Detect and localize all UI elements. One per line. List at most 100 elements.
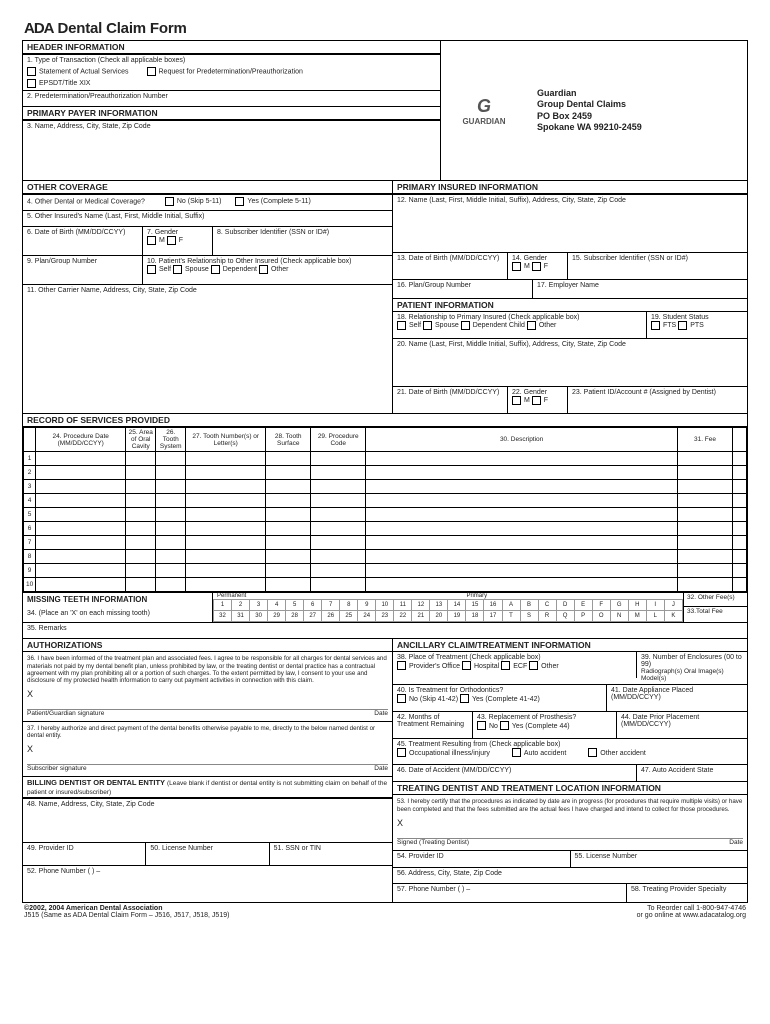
table-row[interactable]: 1 bbox=[24, 452, 747, 466]
cb-f19a[interactable]: FTS bbox=[651, 322, 676, 329]
cb-f45a[interactable]: Occupational illness/injury bbox=[397, 750, 490, 757]
table-row[interactable]: 4 bbox=[24, 494, 747, 508]
cb-f38d[interactable]: Other bbox=[529, 663, 559, 670]
sig-dentist[interactable]: X Signed (Treating Dentist)Date bbox=[393, 816, 747, 850]
cb-f40no[interactable]: No (Skip 41-42) bbox=[397, 696, 458, 703]
f4yes-label: Yes (Complete 5-11) bbox=[247, 198, 310, 205]
cb-f18d[interactable]: Other bbox=[527, 322, 557, 329]
table-row[interactable]: 5 bbox=[24, 508, 747, 522]
field-50[interactable]: 50. License Number bbox=[146, 843, 269, 865]
field-39[interactable]: 39. Number of Enclosures (00 to 99) Radi… bbox=[637, 652, 747, 684]
field-58[interactable]: 58. Treating Provider Specialty bbox=[627, 884, 747, 902]
cb-f10a[interactable]: Self bbox=[147, 266, 171, 273]
cb-f45c[interactable]: Other accident bbox=[588, 750, 646, 757]
field-33[interactable]: 33.Total Fee bbox=[684, 607, 747, 621]
field-37: 37. I hereby authorize and direct paymen… bbox=[23, 721, 392, 742]
cb-f22-m[interactable]: M bbox=[512, 397, 530, 404]
cb-f38a[interactable]: Provider's Office bbox=[397, 663, 460, 670]
cb-f14-f[interactable]: F bbox=[532, 263, 548, 270]
cb-f10c[interactable]: Dependent bbox=[211, 266, 257, 273]
cb-f43yes[interactable]: Yes (Complete 44) bbox=[500, 723, 570, 730]
field-42[interactable]: 42. Months of Treatment Remaining bbox=[393, 712, 473, 738]
field-20[interactable]: 20. Name (Last, First, Middle Initial, S… bbox=[393, 338, 747, 386]
cb-f10d[interactable]: Other bbox=[259, 266, 289, 273]
table-row[interactable]: 3 bbox=[24, 480, 747, 494]
field-2[interactable]: 2. Predetermination/Preauthorization Num… bbox=[23, 90, 440, 106]
field-6[interactable]: 6. Date of Birth (MM/DD/CCYY) bbox=[23, 227, 143, 255]
sig-patient[interactable]: X Patient/Guardian signatureDate bbox=[23, 687, 392, 721]
field-35[interactable]: 35. Remarks bbox=[23, 622, 747, 638]
field-12[interactable]: 12. Name (Last, First, Middle Initial, S… bbox=[393, 194, 747, 252]
cb-f38b[interactable]: Hospital bbox=[462, 663, 499, 670]
teeth-grid[interactable]: Permanent Primary 1234567891011121314151… bbox=[213, 593, 683, 622]
footer: ©2002, 2004 American Dental Association … bbox=[22, 903, 748, 919]
primary-insured-title: PRIMARY INSURED INFORMATION bbox=[393, 181, 747, 194]
cb-f18a[interactable]: Self bbox=[397, 322, 421, 329]
cb-f18c[interactable]: Dependent Child bbox=[461, 322, 525, 329]
field-7: 7. Gender M F bbox=[143, 227, 213, 255]
field-57[interactable]: 57. Phone Number ( ) – bbox=[393, 884, 627, 902]
cb-f7-m[interactable]: M bbox=[147, 237, 165, 244]
field-18: 18. Relationship to Primary Insured (Che… bbox=[393, 312, 647, 338]
field-52[interactable]: 52. Phone Number ( ) – bbox=[23, 865, 392, 887]
field-1-label: 1. Type of Transaction (Check all applic… bbox=[27, 57, 436, 64]
field-15[interactable]: 15. Subscriber Identifier (SSN or ID#) bbox=[568, 253, 747, 279]
cb-f45b[interactable]: Auto accident bbox=[512, 750, 566, 757]
field-13[interactable]: 13. Date of Birth (MM/DD/CCYY) bbox=[393, 253, 508, 279]
cb-actual-services[interactable]: Statement of Actual Services bbox=[27, 67, 129, 76]
field-5[interactable]: 5. Other Insured's Name (Last, First, Mi… bbox=[23, 210, 392, 226]
field-48[interactable]: 48. Name, Address, City, State, Zip Code bbox=[23, 798, 392, 842]
table-row[interactable]: 7 bbox=[24, 536, 747, 550]
field-56[interactable]: 56. Address, City, State, Zip Code bbox=[393, 867, 747, 883]
field-17[interactable]: 17. Employer Name bbox=[533, 280, 747, 298]
field-1: 1. Type of Transaction (Check all applic… bbox=[23, 54, 440, 90]
f38d: Other bbox=[541, 663, 559, 670]
field-49[interactable]: 49. Provider ID bbox=[23, 843, 146, 865]
other-coverage-title: OTHER COVERAGE bbox=[23, 181, 392, 194]
cb-f18b[interactable]: Spouse bbox=[423, 322, 459, 329]
field-54[interactable]: 54. Provider ID bbox=[393, 851, 571, 867]
cb-f7-f[interactable]: F bbox=[167, 237, 183, 244]
cb-f4-no[interactable]: No (Skip 5-11) bbox=[165, 198, 222, 205]
cb-f19b[interactable]: PTS bbox=[678, 322, 704, 329]
table-row[interactable]: 10 bbox=[24, 578, 747, 592]
cb-f38c[interactable]: ECF bbox=[501, 663, 527, 670]
field-3[interactable]: 3. Name, Address, City, State, Zip Code bbox=[23, 120, 440, 180]
field-32[interactable]: 32. Other Fee(s) bbox=[684, 593, 747, 607]
table-row[interactable]: 2 bbox=[24, 466, 747, 480]
cb-f22-f[interactable]: F bbox=[532, 397, 548, 404]
field-16[interactable]: 16. Plan/Group Number bbox=[393, 280, 533, 298]
f45c: Other accident bbox=[600, 750, 646, 757]
reorder-web: or go online at www.adacatalog.org bbox=[637, 912, 746, 919]
services-table: 24. Procedure Date (MM/DD/CCYY) 25. Area… bbox=[23, 427, 747, 592]
f14-label: 14. Gender bbox=[512, 255, 563, 262]
field-43: 43. Replacement of Prosthesis? No Yes (C… bbox=[473, 712, 617, 738]
field-11[interactable]: 11. Other Carrier Name, Address, City, S… bbox=[23, 284, 392, 312]
field-47[interactable]: 47. Auto Accident State bbox=[637, 765, 747, 781]
field-36: 36. I have been informed of the treatmen… bbox=[23, 652, 392, 687]
table-row[interactable]: 6 bbox=[24, 522, 747, 536]
field-9[interactable]: 9. Plan/Group Number bbox=[23, 256, 143, 284]
field-41[interactable]: 41. Date Appliance Placed (MM/DD/CCYY) bbox=[607, 685, 747, 711]
field-55[interactable]: 55. License Number bbox=[571, 851, 748, 867]
f22-label: 22. Gender bbox=[512, 389, 563, 396]
field-23[interactable]: 23. Patient ID/Account # (Assigned by De… bbox=[568, 387, 747, 413]
cb-f4-yes[interactable]: Yes (Complete 5-11) bbox=[235, 198, 310, 205]
table-row[interactable]: 9 bbox=[24, 564, 747, 578]
cb-f14-m[interactable]: M bbox=[512, 263, 530, 270]
f40-label: 40. Is Treatment for Orthodontics? bbox=[397, 687, 602, 694]
cb-f40yes[interactable]: Yes (Complete 41-42) bbox=[460, 696, 540, 703]
field-51[interactable]: 51. SSN or TIN bbox=[270, 843, 392, 865]
field-44[interactable]: 44. Date Prior Placement (MM/DD/CCYY) bbox=[617, 712, 747, 738]
field-21[interactable]: 21. Date of Birth (MM/DD/CCYY) bbox=[393, 387, 508, 413]
field-10: 10. Patient's Relationship to Other Insu… bbox=[143, 256, 392, 284]
cb-f43no[interactable]: No bbox=[477, 723, 498, 730]
field-8[interactable]: 8. Subscriber Identifier (SSN or ID#) bbox=[213, 227, 392, 255]
f38-label: 38. Place of Treatment (Check applicable… bbox=[397, 654, 632, 661]
cb-epsdt[interactable]: EPSDT/Title XIX bbox=[27, 80, 90, 87]
cb-predetermination[interactable]: Request for Predetermination/Preauthoriz… bbox=[147, 67, 303, 76]
sig-subscriber[interactable]: X Subscriber signatureDate bbox=[23, 742, 392, 776]
table-row[interactable]: 8 bbox=[24, 550, 747, 564]
cb-f10b[interactable]: Spouse bbox=[173, 266, 209, 273]
field-46[interactable]: 46. Date of Accident (MM/DD/CCYY) bbox=[393, 765, 637, 781]
